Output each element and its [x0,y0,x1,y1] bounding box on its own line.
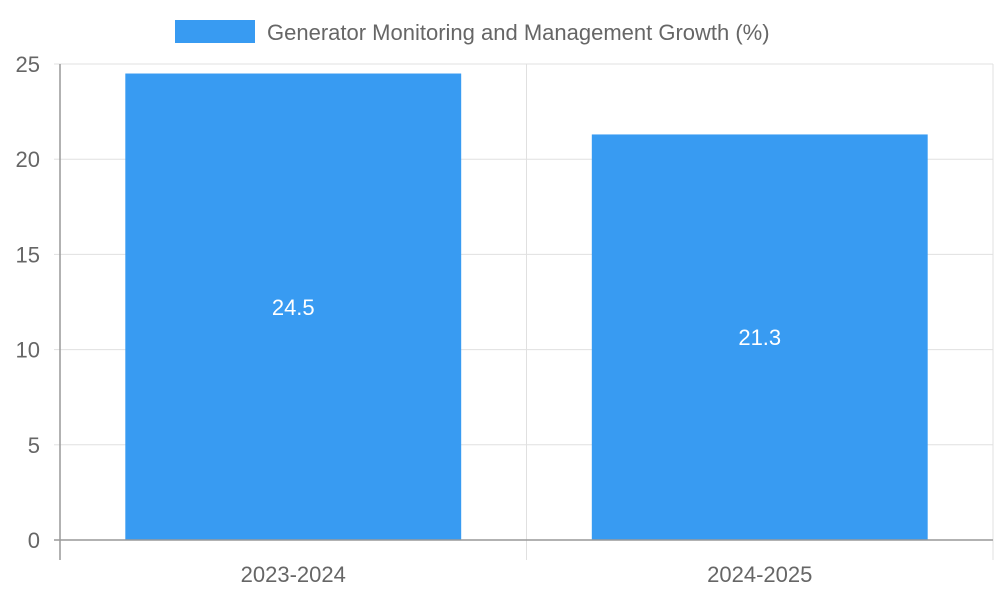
axes: 0 5 10 15 20 25 2023-2024 2024-2025 [16,52,994,587]
y-tick-label: 5 [28,433,40,458]
y-tick-label: 10 [16,338,40,363]
y-tick-label: 0 [28,528,40,553]
y-tick-label: 20 [16,147,40,172]
bar-value-label: 21.3 [738,325,781,350]
bar-value-label: 24.5 [272,295,315,320]
bar-2024-2025[interactable] [591,134,928,540]
bar-2023-2024[interactable] [125,73,462,541]
x-tick-label: 2024-2025 [707,562,812,587]
legend-label[interactable]: Generator Monitoring and Management Grow… [267,20,770,45]
y-tick-label: 25 [16,52,40,77]
x-tick-label: 2023-2024 [241,562,346,587]
bars [125,73,928,541]
legend[interactable]: Generator Monitoring and Management Grow… [175,20,770,45]
y-tick-label: 15 [16,242,40,267]
legend-swatch[interactable] [175,20,255,43]
data-labels: 24.5 21.3 [272,295,781,350]
